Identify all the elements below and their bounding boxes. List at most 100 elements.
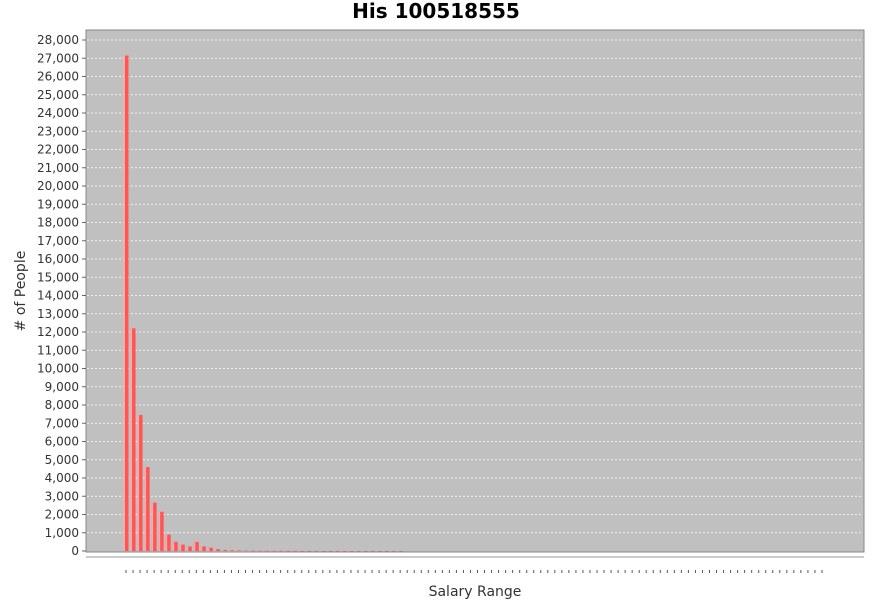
bar-highlight [285, 550, 287, 552]
bar [214, 549, 220, 551]
bar-highlight [221, 549, 224, 551]
bar-highlight [320, 550, 322, 552]
bar [165, 534, 171, 551]
bar [144, 467, 150, 551]
bar [320, 550, 326, 552]
bar [299, 550, 305, 552]
bar [327, 550, 333, 552]
x-axis-label: Salary Range [429, 584, 522, 600]
bar [376, 550, 382, 552]
bar [278, 550, 284, 552]
bar [390, 550, 396, 552]
bar-highlight [130, 328, 133, 551]
bar [285, 550, 291, 552]
bar [228, 550, 234, 551]
bar-highlight [179, 544, 182, 551]
bar-highlight [158, 511, 161, 551]
y-tick-label: 13,000 [37, 307, 79, 321]
y-tick-label: 8,000 [45, 398, 79, 412]
bar-highlight [207, 547, 210, 551]
bar [200, 546, 206, 551]
y-tick-label: 1,000 [45, 526, 79, 540]
y-tick-label: 18,000 [37, 216, 79, 230]
y-tick-label: 0 [71, 544, 79, 558]
bar-highlight [137, 415, 140, 551]
x-axis-ticks [125, 570, 823, 573]
bar [369, 550, 375, 552]
chart-title: His 100518555 [352, 0, 520, 23]
bar-highlight [165, 534, 168, 551]
bar [264, 550, 270, 552]
bar-highlight [278, 550, 280, 552]
bar [179, 544, 185, 551]
bar [235, 550, 241, 551]
bar-highlight [334, 550, 336, 552]
bar-highlight [397, 550, 400, 552]
y-axis-ticks: 0 1,000 2,000 3,000 4,000 5,000 6,000 7,000 8,00… [37, 33, 86, 558]
y-tick-label: 5,000 [45, 453, 79, 467]
bar-highlight [151, 502, 154, 551]
y-tick-label: 23,000 [37, 124, 79, 138]
bar-highlight [292, 550, 294, 552]
bars [123, 55, 403, 552]
y-tick-label: 19,000 [37, 197, 79, 211]
y-tick-label: 21,000 [37, 161, 79, 175]
bar-highlight [355, 550, 357, 552]
bar [355, 550, 361, 552]
bar [383, 550, 389, 552]
bar [243, 550, 249, 552]
bar-highlight [200, 546, 203, 551]
y-tick-label: 22,000 [37, 143, 79, 157]
bar [137, 415, 143, 551]
bar-highlight [313, 550, 315, 552]
bar [193, 541, 199, 552]
bar-highlight [186, 546, 189, 551]
bar [397, 550, 403, 552]
bar-highlight [235, 550, 238, 551]
y-tick-label: 7,000 [45, 416, 79, 430]
gridlines [87, 39, 863, 534]
y-axis-label: # of People [13, 251, 29, 332]
y-tick-label: 20,000 [37, 179, 79, 193]
bar [292, 550, 298, 552]
bar [123, 55, 129, 551]
bar [341, 550, 347, 552]
bar [172, 541, 178, 552]
y-tick-label: 16,000 [37, 252, 79, 266]
bar-highlight [144, 467, 147, 551]
bar [151, 502, 157, 551]
bar [271, 550, 277, 552]
y-tick-label: 11,000 [37, 343, 79, 357]
bar [257, 550, 263, 552]
y-tick-label: 24,000 [37, 106, 79, 120]
y-tick-label: 25,000 [37, 88, 79, 102]
bar [334, 550, 340, 552]
bar-highlight [348, 550, 350, 552]
bar-highlight [193, 541, 196, 552]
y-tick-label: 9,000 [45, 380, 79, 394]
bar-highlight [369, 550, 372, 552]
bar [207, 547, 213, 551]
bar [362, 550, 368, 552]
bar [348, 550, 354, 552]
bar-highlight [172, 541, 175, 552]
bar-highlight [257, 550, 259, 552]
bar-highlight [383, 550, 386, 552]
bar-highlight [228, 550, 231, 551]
y-tick-label: 4,000 [45, 471, 79, 485]
bar-highlight [376, 550, 379, 552]
bar [130, 328, 136, 551]
y-tick-label: 28,000 [37, 33, 79, 47]
bar [313, 550, 319, 552]
y-tick-label: 14,000 [37, 289, 79, 303]
bar-highlight [362, 550, 365, 552]
y-tick-label: 3,000 [45, 489, 79, 503]
bar-highlight [390, 550, 393, 552]
y-tick-label: 17,000 [37, 234, 79, 248]
y-tick-label: 12,000 [37, 325, 79, 339]
bar-highlight [306, 550, 308, 552]
bar-highlight [214, 549, 217, 551]
bar-highlight [123, 55, 125, 551]
y-tick-label: 10,000 [37, 362, 79, 376]
plot-area [85, 29, 865, 553]
